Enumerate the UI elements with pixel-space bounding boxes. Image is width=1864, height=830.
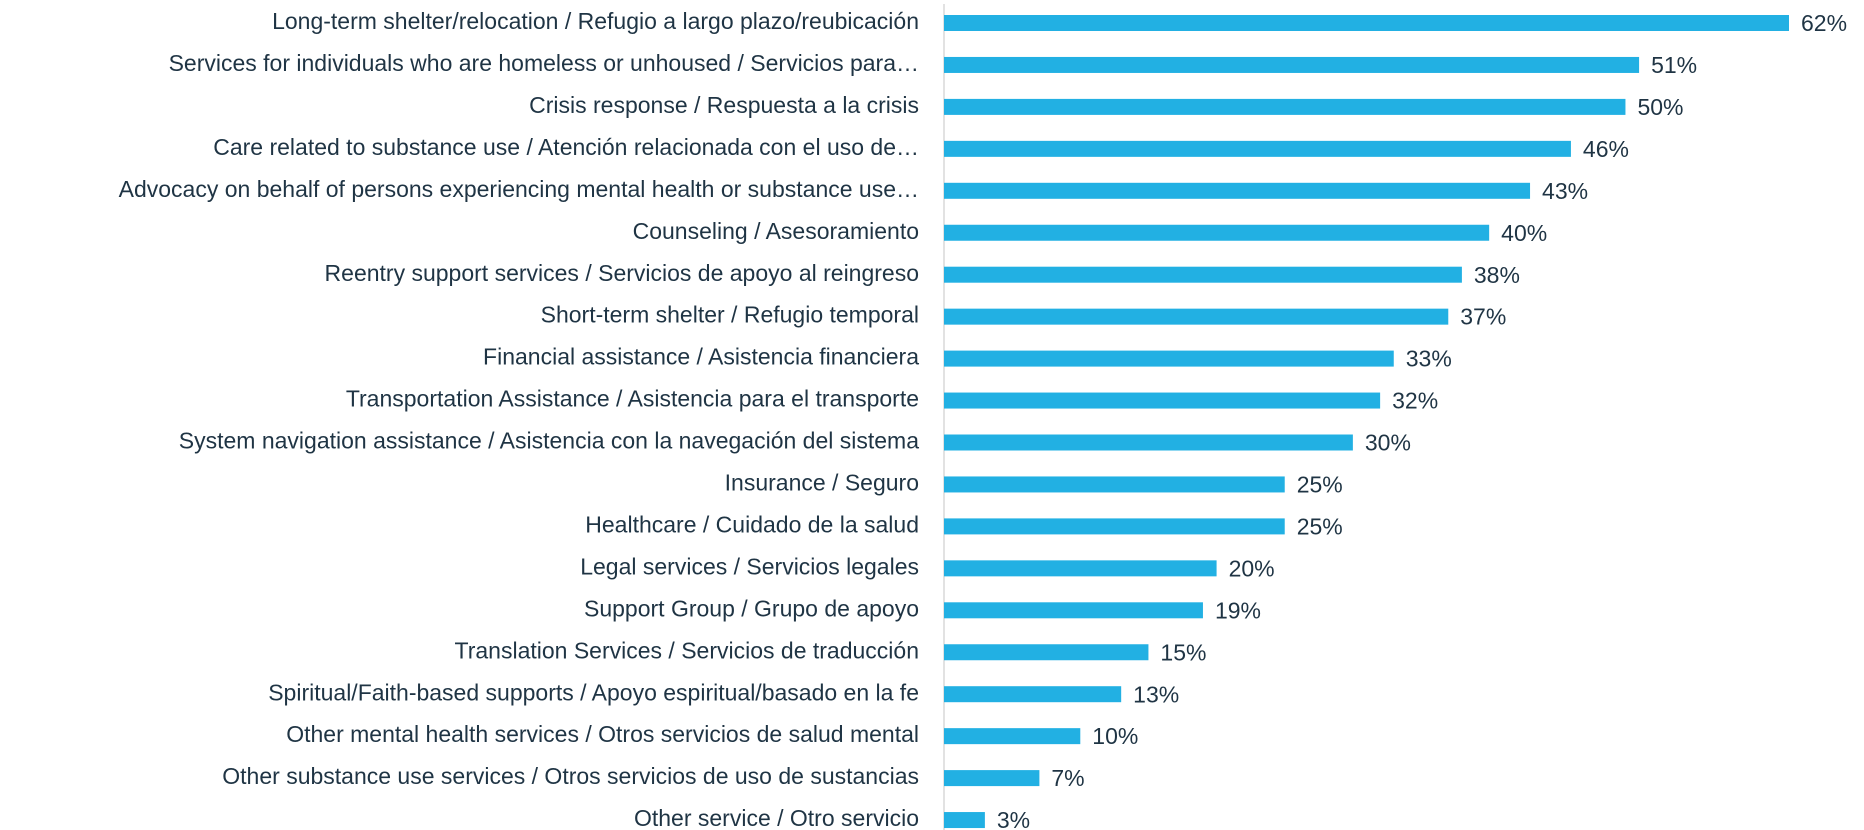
value-label: 25%	[1297, 513, 1343, 539]
value-label: 32%	[1392, 388, 1438, 414]
category-label: Long-term shelter/relocation / Refugio a…	[272, 8, 919, 34]
value-label: 13%	[1133, 681, 1179, 707]
value-label: 15%	[1160, 639, 1206, 665]
bar	[944, 518, 1285, 535]
category-label: System navigation assistance / Asistenci…	[179, 428, 919, 454]
category-label: Care related to substance use / Atención…	[213, 134, 919, 160]
category-label: Other service / Otro servicio	[634, 805, 919, 830]
category-label: Financial assistance / Asistencia financ…	[483, 344, 919, 370]
bar	[944, 392, 1381, 409]
category-label: Short-term shelter / Refugio temporal	[541, 302, 919, 328]
category-label: Legal services / Servicios legales	[580, 553, 919, 579]
category-label: Crisis response / Respuesta a la crisis	[529, 92, 919, 118]
category-label: Reentry support services / Servicios de …	[325, 260, 919, 286]
bar	[944, 350, 1394, 367]
bar	[944, 434, 1353, 451]
value-label: 51%	[1651, 52, 1697, 78]
value-label: 40%	[1501, 220, 1547, 246]
value-label: 33%	[1406, 346, 1452, 372]
category-label: Insurance / Seguro	[725, 470, 919, 496]
bar	[944, 728, 1081, 745]
value-label: 19%	[1215, 597, 1261, 623]
value-label: 3%	[997, 807, 1030, 830]
bar	[944, 476, 1285, 493]
value-label: 20%	[1229, 555, 1275, 581]
bar	[944, 224, 1490, 241]
value-label: 62%	[1801, 10, 1847, 36]
bar	[944, 686, 1122, 703]
bar	[944, 140, 1571, 157]
bar	[944, 308, 1449, 325]
bar	[944, 15, 1789, 31]
bar	[944, 98, 1626, 115]
value-label: 43%	[1542, 178, 1588, 204]
bar	[944, 560, 1217, 577]
category-label: Other substance use services / Otros ser…	[222, 763, 919, 789]
value-label: 50%	[1637, 94, 1683, 120]
category-label: Support Group / Grupo de apoyo	[584, 595, 919, 621]
value-label: 46%	[1583, 136, 1629, 162]
bar	[944, 644, 1149, 661]
category-label: Other mental health services / Otros ser…	[286, 721, 919, 747]
value-label: 30%	[1365, 430, 1411, 456]
bar	[944, 770, 1040, 787]
value-label: 7%	[1051, 765, 1084, 791]
category-label: Translation Services / Servicios de trad…	[455, 637, 919, 663]
bar	[944, 56, 1640, 73]
bar	[944, 602, 1203, 619]
bar	[944, 812, 985, 829]
value-label: 37%	[1460, 304, 1506, 330]
category-label: Healthcare / Cuidado de la salud	[585, 511, 919, 537]
value-label: 25%	[1297, 472, 1343, 498]
category-label: Services for individuals who are homeles…	[169, 50, 919, 76]
category-label: Counseling / Asesoramiento	[633, 218, 919, 244]
value-label: 10%	[1092, 723, 1138, 749]
category-label: Transportation Assistance / Asistencia p…	[346, 386, 919, 412]
category-label: Spiritual/Faith-based supports / Apoyo e…	[268, 679, 919, 705]
bar	[944, 266, 1462, 283]
category-label: Advocacy on behalf of persons experienci…	[119, 176, 919, 202]
bar	[944, 182, 1531, 199]
value-label: 38%	[1474, 262, 1520, 288]
